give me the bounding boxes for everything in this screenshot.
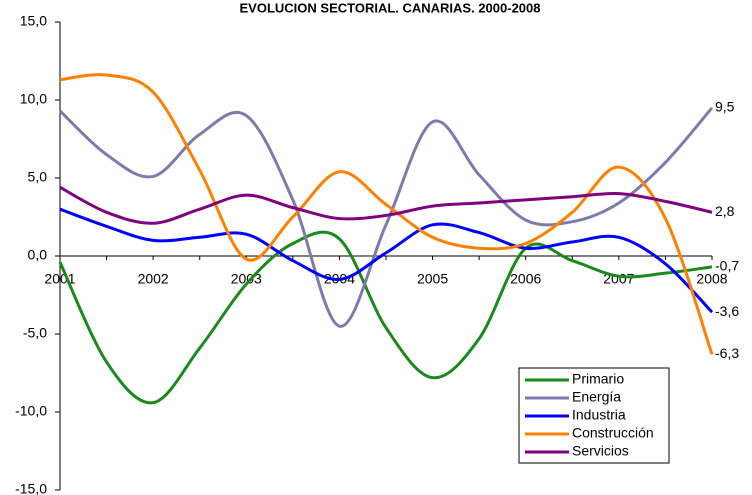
data-label: -0,7 (715, 258, 739, 274)
y-tick-label: -5,0 (23, 325, 47, 341)
line-series (58, 230, 713, 405)
data-label: 2,8 (715, 203, 735, 219)
y-tick-label: 15,0 (20, 13, 47, 29)
y-tick-label: -10,0 (15, 403, 47, 419)
legend-label: Industria (572, 407, 626, 423)
x-tick-label: 2008 (696, 271, 727, 287)
line-series (59, 207, 714, 314)
x-tick-label: 2002 (138, 271, 169, 287)
data-label: -6,3 (715, 345, 739, 361)
y-tick-label: 10,0 (20, 91, 47, 107)
legend-label: Construcción (572, 425, 654, 441)
legend-label: Energía (572, 389, 621, 405)
data-label: -3,6 (715, 303, 739, 319)
line-series (58, 106, 714, 328)
y-tick-label: -15,0 (15, 481, 47, 495)
line-series (59, 186, 713, 225)
legend-label: Servicios (572, 443, 629, 459)
chart-title: EVOLUCION SECTORIAL. CANARIAS. 2000-2008 (240, 0, 541, 15)
line-series (59, 73, 714, 355)
legend-label: Primario (572, 371, 624, 387)
x-tick-label: 2006 (510, 271, 541, 287)
y-tick-label: 5,0 (28, 169, 48, 185)
data-label: 9,5 (715, 99, 735, 115)
x-tick-label: 2005 (417, 271, 448, 287)
y-tick-label: 0,0 (28, 247, 48, 263)
